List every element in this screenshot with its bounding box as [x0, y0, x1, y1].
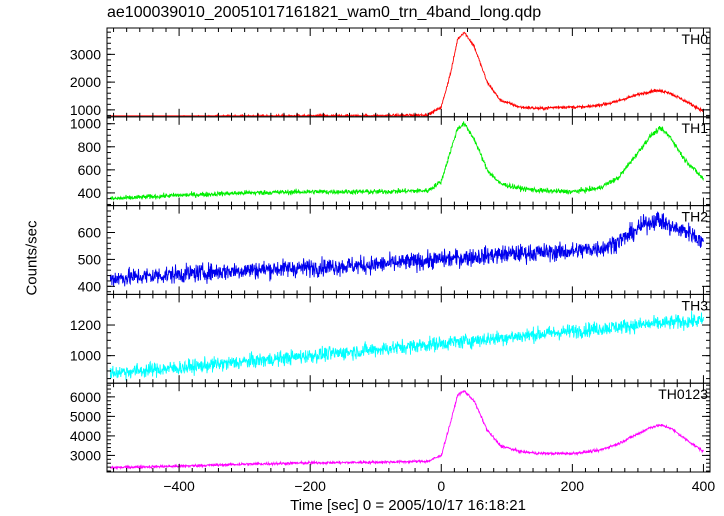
y-tick-label: 800: [78, 139, 102, 155]
chart-title: ae100039010_20051017161821_wam0_trn_4ban…: [107, 4, 542, 21]
y-tick-label: 3000: [70, 447, 101, 463]
y-tick-label: 2000: [70, 74, 101, 90]
series-line-th3: [109, 311, 704, 381]
y-tick-label: 6000: [70, 389, 101, 405]
series-line-th0: [110, 31, 704, 118]
y-tick-label: 400: [78, 185, 102, 201]
panel-label-th3: TH3: [682, 297, 709, 313]
series-line-th1: [109, 121, 704, 201]
x-tick-label: 0: [437, 478, 445, 494]
y-tick-label: 1200: [70, 317, 101, 333]
x-tick-label: −400: [163, 478, 195, 494]
y-tick-label: 4000: [70, 428, 101, 444]
panel-frame-th1: [106, 116, 711, 207]
x-tick-label: 400: [692, 478, 716, 494]
y-tick-label: 600: [78, 225, 102, 241]
x-tick-label: −200: [294, 478, 326, 494]
x-axis-label: Time [sec] 0 = 2005/10/17 16:18:21: [290, 497, 526, 514]
panel-label-th0: TH0: [682, 31, 709, 47]
y-tick-label: 1000: [70, 348, 101, 364]
x-tick-label: 200: [561, 478, 585, 494]
y-tick-label: 1000: [70, 102, 101, 118]
y-tick-label: 1000: [70, 116, 101, 132]
y-tick-label: 5000: [70, 408, 101, 424]
panel-label-th0123: TH0123: [658, 386, 708, 402]
panel-label-th1: TH1: [682, 120, 709, 136]
panel-frame-th0: [106, 27, 711, 118]
panel-label-th2: TH2: [682, 209, 709, 225]
series-line-th2: [109, 211, 704, 287]
panel-frame-th3: [106, 293, 711, 384]
panel-frame-th2: [106, 205, 711, 295]
y-tick-label: 500: [78, 251, 102, 267]
panel-frame-th0123: [106, 382, 711, 473]
y-tick-label: 3000: [70, 46, 101, 62]
y-tick-label: 600: [78, 162, 102, 178]
series-line-th0123: [110, 389, 704, 471]
y-tick-label: 400: [78, 278, 102, 294]
